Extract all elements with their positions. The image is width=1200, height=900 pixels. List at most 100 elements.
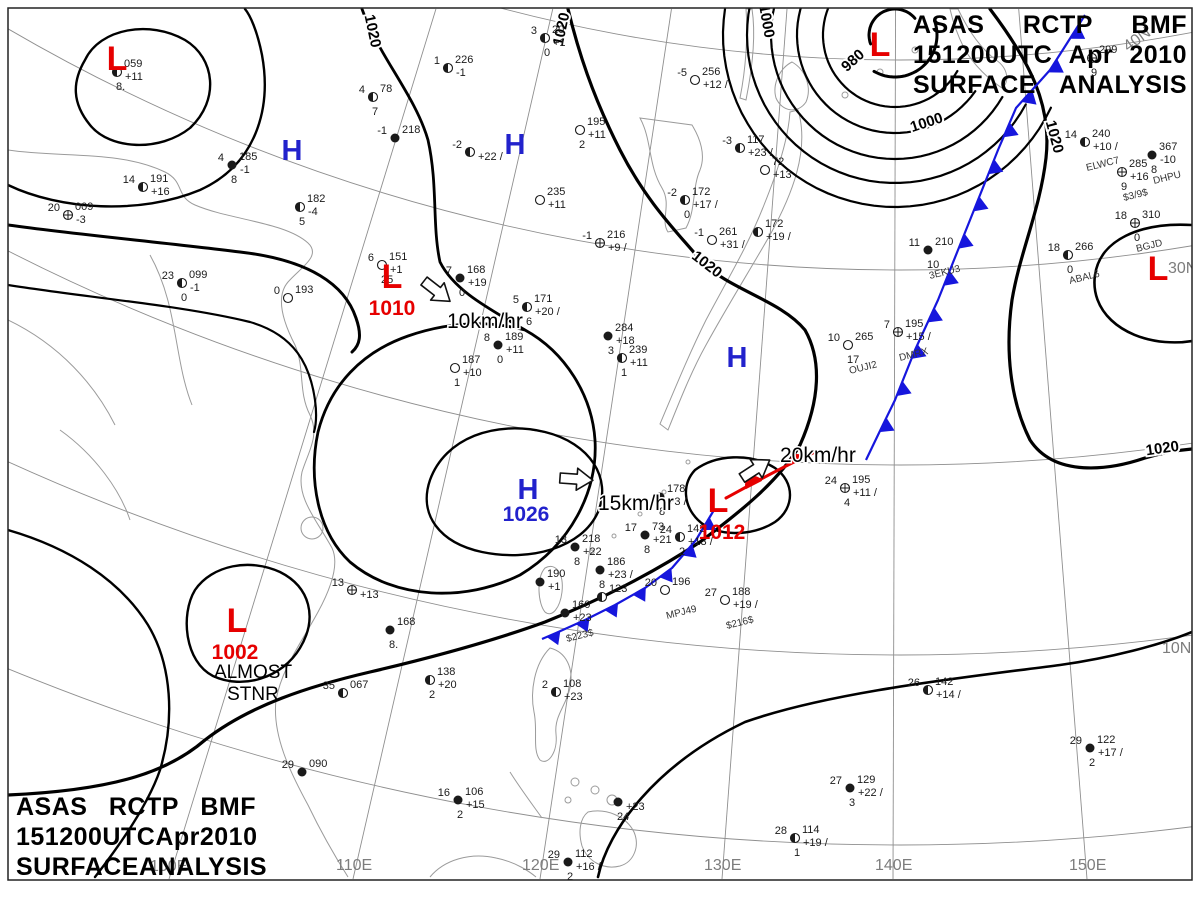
station-pressure: 160 [572, 599, 590, 611]
title-line: ASAS RCTP BMF [16, 792, 256, 822]
station-plot: 186+23 /8 [595, 556, 634, 591]
station-tendency: +17 / [693, 199, 719, 211]
island [611, 533, 617, 539]
station-pressure: 009 [75, 201, 93, 213]
low-pressure-symbol: L [870, 26, 891, 64]
station-symbol-overcast [297, 767, 307, 777]
station-tendency: +22 [583, 546, 602, 558]
station-plot: 14 191+16 [123, 173, 170, 198]
station-temp: -3 [722, 135, 732, 147]
station-plot: 26 142+14 / [908, 676, 962, 701]
station-temp: -5 [677, 67, 687, 79]
station-tendency: +1 [390, 264, 403, 276]
station-temp: 24 [660, 524, 672, 536]
station-temp: 20 [48, 202, 60, 214]
station-pressure: 171 [534, 293, 552, 305]
station-symbol-half [551, 687, 556, 697]
isobar [8, 528, 171, 879]
stationary-label: ALMOST [214, 662, 293, 683]
low-pressure-symbol: L [227, 602, 248, 640]
island [841, 91, 849, 99]
station-temp: 11 [909, 237, 920, 249]
cold-front-triangle [927, 307, 943, 323]
station-low-value: 8 [574, 556, 580, 568]
station-tendency: +20 / [535, 306, 561, 318]
station-plot: 7 168+190 [446, 264, 487, 299]
station-temp: 7 [446, 265, 452, 277]
station-pressure: 193 [295, 284, 313, 296]
cold-front-triangle [1069, 25, 1086, 39]
station-plot: 6 151+125 [368, 251, 407, 286]
station-pressure: 188 [732, 586, 750, 598]
meridian-line [352, 8, 554, 880]
isobar [185, 563, 311, 684]
station-temp: 28 [775, 825, 787, 837]
cold-front-triangle [1003, 122, 1019, 138]
arrow-layer [420, 276, 771, 491]
station-tendency: +11 [630, 357, 648, 369]
title-line: 151200UTC Apr 2010 [16, 822, 257, 852]
station-symbol-half [338, 688, 343, 698]
station-symbol-overcast [535, 577, 545, 587]
station-temp: 10 [828, 332, 840, 344]
station-tendency: +16 [151, 186, 170, 198]
station-plot: 3 239+111 [608, 344, 648, 379]
station-symbol-half [540, 33, 545, 43]
station-pressure: 172 [692, 186, 710, 198]
isobar [312, 8, 597, 595]
station-tendency: +13 [360, 589, 379, 601]
station-low-value: 10 [927, 259, 939, 271]
station-temp: 14 [123, 174, 135, 186]
station-symbol-overcast [923, 245, 933, 255]
station-pressure: 168 [397, 616, 415, 628]
graticule-layer [8, 8, 1192, 880]
station-symbol-half [295, 202, 300, 212]
station-low-value: 8. [389, 639, 398, 651]
station-temp: 2 [542, 679, 548, 691]
station-temp: 8 [484, 332, 490, 344]
station-pressure: 178 [667, 483, 685, 495]
station-pressure: 186 [607, 556, 625, 568]
title-top-right: ASAS RCTP BMF 151200UTC Apr 2010 SURFACE ANALYS… [913, 10, 1187, 100]
station-pressure: 182 [307, 193, 325, 205]
station-tendency: +13 / [688, 536, 714, 548]
station-low-value: 8 [1151, 164, 1157, 176]
station-pressure: 090 [309, 758, 327, 770]
station-symbol-overcast [227, 160, 237, 170]
station-pressure: 114 [802, 824, 820, 836]
movement-speed-label: 10km/hr [447, 310, 523, 333]
station-tendency: +22 / [478, 151, 504, 163]
station-temp: 4 [218, 152, 224, 164]
station-symbol-circle [689, 74, 701, 86]
station-low-value: 9 [1091, 67, 1097, 79]
station-temp: 20 [645, 577, 657, 589]
title-word: RCTP [108, 793, 179, 821]
station-plot: 172+19 / [752, 218, 792, 243]
coastline [639, 117, 703, 233]
station-low-value: 4 [844, 497, 850, 509]
stationary-label: STNR [227, 684, 279, 705]
station-plot: -1 216+9 / [582, 229, 627, 254]
station-pressure: 226 [455, 54, 473, 66]
station-symbol-half [177, 278, 182, 288]
station-symbol-overcast [560, 608, 570, 618]
movement-arrow [420, 276, 451, 303]
station-tendency: +23 / [748, 147, 774, 159]
cold-front-triangle [659, 568, 673, 583]
island [637, 511, 643, 517]
station-tendency: +16 [1130, 171, 1149, 183]
station-plot: 20 009-3 [48, 201, 94, 226]
island [300, 516, 324, 540]
isobar [74, 27, 212, 147]
station-plot: 160+23 $223$ [560, 599, 595, 645]
station-tendency: +11 [548, 199, 566, 211]
station-pressure: 117 [747, 134, 765, 146]
station-symbol-circle [759, 164, 771, 176]
station-tendency: +10 / [1093, 141, 1119, 153]
station-temp: 29 [548, 849, 560, 861]
station-symbol-half [1080, 137, 1085, 147]
title-word: RCTP [1022, 11, 1093, 39]
station-temp: 35 [323, 680, 335, 692]
